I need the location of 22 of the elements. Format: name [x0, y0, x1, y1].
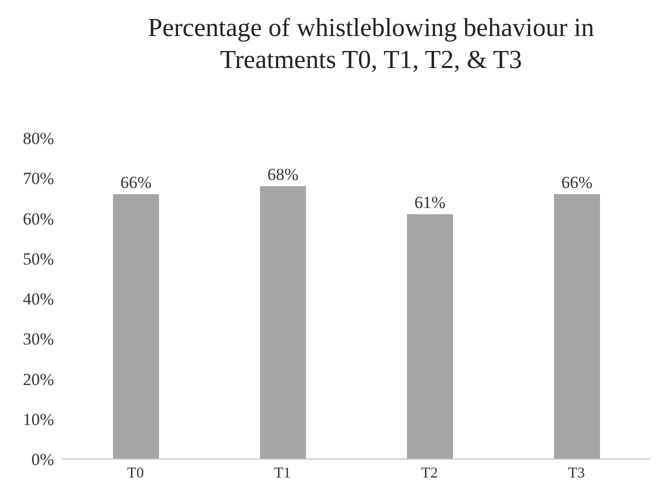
y-tick-label: 10% — [22, 410, 54, 429]
y-tick-label: 20% — [22, 370, 54, 389]
chart-title: Percentage of whistleblowing behaviour in Treatments T0, T1, T2, & T3 — [146, 12, 596, 76]
y-tick-label: 80% — [22, 129, 54, 148]
x-tick-label: T3 — [568, 466, 585, 482]
x-tick-label: T0 — [127, 466, 144, 482]
bar — [113, 194, 159, 459]
data-label: 66% — [120, 173, 152, 192]
bar — [260, 186, 306, 459]
y-tick-label: 50% — [22, 249, 54, 268]
y-tick-label: 60% — [22, 209, 54, 228]
data-label: 66% — [561, 173, 593, 192]
bar — [554, 194, 600, 459]
data-label: 68% — [267, 165, 299, 184]
bar — [407, 214, 453, 459]
y-tick-label: 40% — [22, 290, 54, 309]
y-tick-label: 30% — [22, 330, 54, 349]
x-tick-label: T2 — [421, 466, 438, 482]
y-tick-label: 0% — [31, 450, 54, 470]
x-tick-label: T1 — [274, 466, 291, 482]
data-label: 61% — [414, 193, 446, 212]
y-tick-label: 70% — [22, 169, 54, 188]
